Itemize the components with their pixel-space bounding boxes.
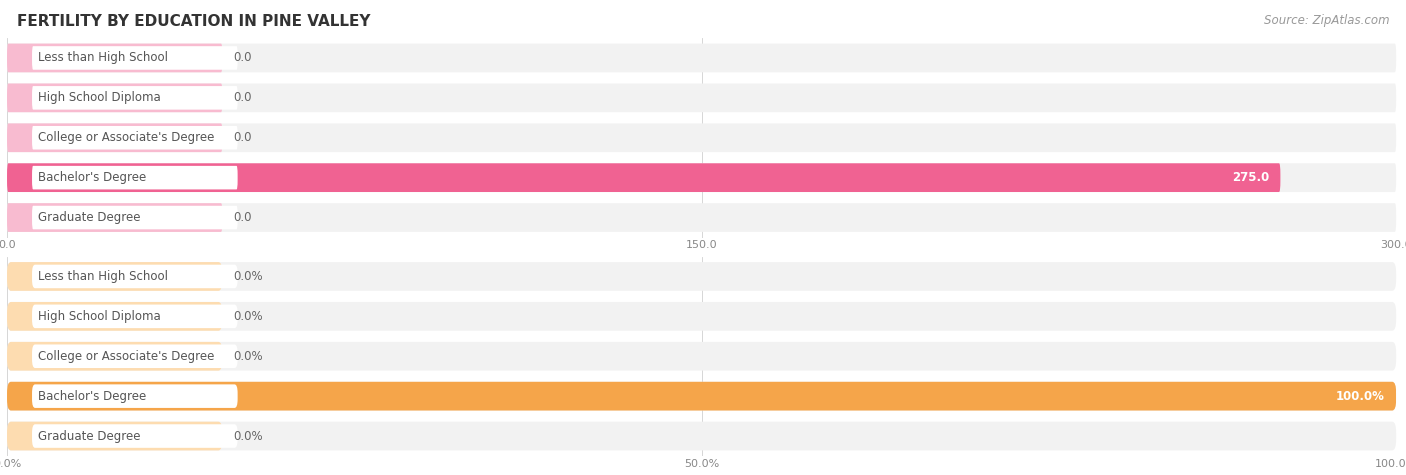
Text: Less than High School: Less than High School — [38, 270, 167, 283]
FancyBboxPatch shape — [7, 342, 222, 370]
FancyBboxPatch shape — [32, 166, 238, 190]
FancyBboxPatch shape — [7, 302, 1396, 331]
Text: College or Associate's Degree: College or Associate's Degree — [38, 350, 214, 363]
Text: College or Associate's Degree: College or Associate's Degree — [38, 131, 214, 144]
FancyBboxPatch shape — [7, 422, 222, 450]
FancyBboxPatch shape — [7, 124, 1396, 152]
Text: 0.0: 0.0 — [233, 51, 252, 65]
Text: Bachelor's Degree: Bachelor's Degree — [38, 390, 146, 403]
FancyBboxPatch shape — [7, 342, 1396, 370]
Text: 0.0: 0.0 — [233, 131, 252, 144]
FancyBboxPatch shape — [7, 422, 1396, 450]
FancyBboxPatch shape — [7, 262, 222, 291]
FancyBboxPatch shape — [7, 163, 1281, 192]
Text: 0.0%: 0.0% — [233, 270, 263, 283]
FancyBboxPatch shape — [32, 304, 238, 328]
Text: 0.0: 0.0 — [233, 91, 252, 104]
FancyBboxPatch shape — [32, 424, 238, 448]
FancyBboxPatch shape — [7, 382, 1396, 410]
Text: 100.0%: 100.0% — [1336, 390, 1385, 403]
FancyBboxPatch shape — [7, 302, 222, 331]
Text: FERTILITY BY EDUCATION IN PINE VALLEY: FERTILITY BY EDUCATION IN PINE VALLEY — [17, 14, 370, 29]
FancyBboxPatch shape — [32, 86, 238, 110]
Text: Source: ZipAtlas.com: Source: ZipAtlas.com — [1264, 14, 1389, 27]
Text: Graduate Degree: Graduate Degree — [38, 211, 141, 224]
Text: 275.0: 275.0 — [1232, 171, 1270, 184]
FancyBboxPatch shape — [7, 124, 222, 152]
Text: 0.0%: 0.0% — [233, 429, 263, 443]
FancyBboxPatch shape — [32, 46, 238, 70]
FancyBboxPatch shape — [7, 203, 222, 232]
FancyBboxPatch shape — [7, 44, 222, 72]
FancyBboxPatch shape — [7, 84, 1396, 112]
FancyBboxPatch shape — [7, 382, 1396, 410]
FancyBboxPatch shape — [7, 44, 1396, 72]
Text: 0.0%: 0.0% — [233, 350, 263, 363]
Text: Less than High School: Less than High School — [38, 51, 167, 65]
FancyBboxPatch shape — [32, 265, 238, 288]
FancyBboxPatch shape — [32, 384, 238, 408]
Text: Bachelor's Degree: Bachelor's Degree — [38, 171, 146, 184]
Text: 0.0: 0.0 — [233, 211, 252, 224]
FancyBboxPatch shape — [32, 206, 238, 229]
FancyBboxPatch shape — [7, 203, 1396, 232]
FancyBboxPatch shape — [7, 163, 1396, 192]
Text: High School Diploma: High School Diploma — [38, 310, 160, 323]
Text: 0.0%: 0.0% — [233, 310, 263, 323]
FancyBboxPatch shape — [32, 344, 238, 368]
FancyBboxPatch shape — [7, 84, 222, 112]
FancyBboxPatch shape — [7, 262, 1396, 291]
Text: Graduate Degree: Graduate Degree — [38, 429, 141, 443]
Text: High School Diploma: High School Diploma — [38, 91, 160, 104]
FancyBboxPatch shape — [32, 126, 238, 150]
